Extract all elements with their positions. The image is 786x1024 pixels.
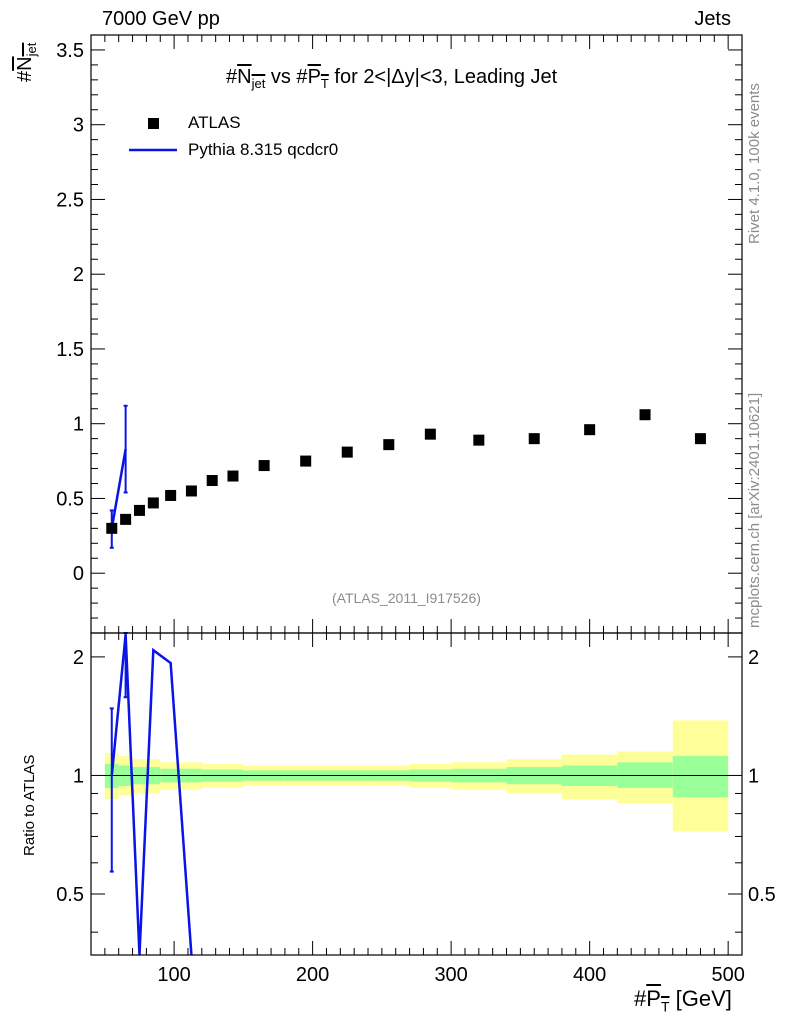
atlas-data-point [473,434,485,446]
rivet-label: Rivet 4.1.0, 100k events [746,83,763,244]
title-p-sub: T [320,76,329,91]
atlas-data-point [227,470,239,482]
atlas-data-point [694,433,706,445]
atlas-data-point [185,485,197,497]
y-axis-label: #Njet [14,43,39,82]
title-rest: for 2<|Δy|<3, Leading Jet [328,66,558,88]
title-n: Njet [237,66,266,91]
x-label-sub: T [660,998,670,1015]
atlas-data-point [206,475,218,487]
axis-ticks: 100 200 300 400 500 0 0.5 1 1.5 2 2.5 3 3.5 0.5 0.5 1 1 2… [56,35,776,986]
x-tick-label: 500 [711,964,744,986]
y-tick-label: 0 [73,563,84,585]
atlas-data-point [584,424,596,436]
x-label-unit: [GeV] [669,986,732,1011]
header-process: Jets [694,8,731,30]
y-tick-label: 1.5 [56,339,84,361]
legend-atlas-marker [148,118,159,129]
ratio-tick-label: 2 [73,647,84,669]
ratio-tick-label: 0.5 [56,884,84,906]
x-tick-label: 100 [157,964,190,986]
title-p: PT [307,66,329,91]
chart-title: #Njet vs #PT for 2<|Δy|<3, Leading Jet [226,66,557,91]
atlas-data-point [258,460,270,472]
y-label-n: Njet [14,42,39,71]
atlas-data-point [341,446,353,458]
atlas-data-point [106,522,118,534]
legend-atlas-label: ATLAS [188,113,241,132]
atlas-data-point [133,504,145,516]
atlas-data-point [424,428,436,440]
x-tick-label: 200 [296,964,329,986]
title-p-letter: P [307,66,321,88]
y-label-sub: jet [24,42,39,57]
top-series [106,404,706,549]
x-label-hash: # [634,986,647,1011]
mc-line [110,448,127,529]
x-label-p: PT [646,986,670,1015]
x-tick-label: 400 [573,964,606,986]
y-tick-label: 1 [73,414,84,436]
x-axis-label: #PT [GeV] [634,986,732,1014]
y-tick-label: 0.5 [56,488,84,510]
y-label-hash: # [14,70,36,82]
ratio-y-axis-label: Ratio to ATLAS [21,754,38,856]
ratio-tick-label-right: 0.5 [748,884,776,906]
atlas-data-point [300,455,312,467]
x-label-p-letter: P [646,986,661,1011]
y-label-n-letter: N [14,56,36,71]
ratio-tick-label-right: 1 [748,765,759,787]
y-tick-label: 3.5 [56,40,84,62]
ratio-mc-series [109,632,193,956]
title-n-letter: N [237,66,252,88]
title-vs: vs # [265,66,308,88]
legend-glyphs [129,118,177,152]
legend-pythia-label: Pythia 8.315 qcdcr0 [188,140,339,159]
ratio-mc-line [110,634,193,956]
title-n-sub: jet [251,76,266,91]
ratio-band-inner [672,756,729,798]
y-tick-label: 2.5 [56,189,84,211]
ratio-bands [104,720,729,832]
atlas-data-point [528,433,540,445]
title-hash: # [226,66,238,88]
mcplots-label: mcplots.cern.ch [arXiv:2401.10621] [746,392,763,628]
ratio-panel-frame [90,632,743,956]
y-tick-label: 3 [73,115,84,137]
x-tick-label: 300 [434,964,467,986]
atlas-data-point [639,409,651,421]
atlas-data-point [383,439,395,451]
atlas-data-point [147,497,159,509]
y-tick-label: 2 [73,264,84,286]
ratio-tick-label-right: 2 [748,647,759,669]
header-energy: 7000 GeV pp [102,8,220,30]
analysis-watermark: (ATLAS_2011_I917526) [332,590,481,606]
ratio-tick-label: 1 [73,765,84,787]
atlas-data-point [165,489,177,501]
atlas-data-point [120,513,132,525]
